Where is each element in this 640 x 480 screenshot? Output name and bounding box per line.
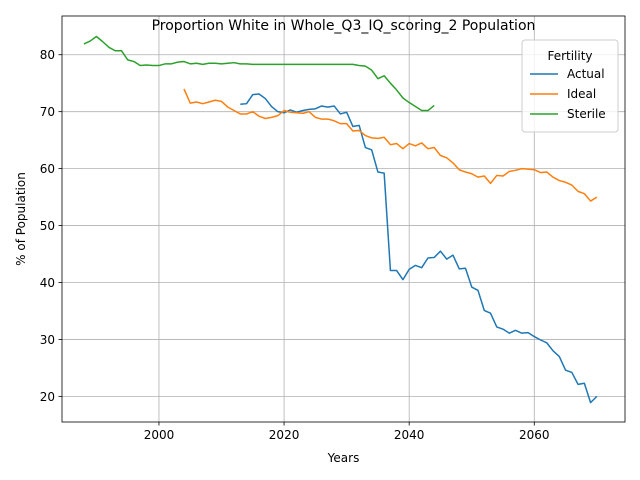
y-tick-label: 50 bbox=[40, 219, 55, 233]
legend: Fertility Actual Ideal Sterile bbox=[521, 39, 619, 133]
plot-frame bbox=[61, 15, 626, 423]
series-line-sterile bbox=[83, 35, 435, 112]
x-tick-label: 2000 bbox=[144, 428, 175, 442]
x-tick-label: 2060 bbox=[519, 428, 550, 442]
y-tick-label: 60 bbox=[40, 162, 55, 176]
y-tick-label: 40 bbox=[40, 276, 55, 290]
y-tick-label: 20 bbox=[40, 390, 55, 404]
legend-label-actual: Actual bbox=[567, 67, 605, 81]
y-tick-label: 30 bbox=[40, 333, 55, 347]
y-axis-label: % of Population bbox=[14, 172, 28, 266]
series-line-actual bbox=[240, 93, 598, 404]
legend-title: Fertility bbox=[547, 49, 592, 63]
x-tick-label: 2020 bbox=[269, 428, 300, 442]
legend-label-sterile: Sterile bbox=[567, 107, 606, 121]
legend-label-ideal: Ideal bbox=[567, 87, 596, 101]
x-tick-label: 2040 bbox=[394, 428, 425, 442]
y-tick-label: 80 bbox=[40, 48, 55, 62]
series-lines bbox=[83, 35, 598, 404]
legend-box bbox=[521, 39, 619, 133]
chart-title: Proportion White in Whole_Q3_IQ_scoring_… bbox=[152, 18, 536, 34]
x-axis-label: Years bbox=[327, 451, 360, 465]
series-line-ideal bbox=[183, 88, 598, 202]
axis-ticks: 2000 2020 2040 2060 20 30 40 50 60 70 80 bbox=[40, 48, 550, 442]
y-tick-label: 70 bbox=[40, 105, 55, 119]
